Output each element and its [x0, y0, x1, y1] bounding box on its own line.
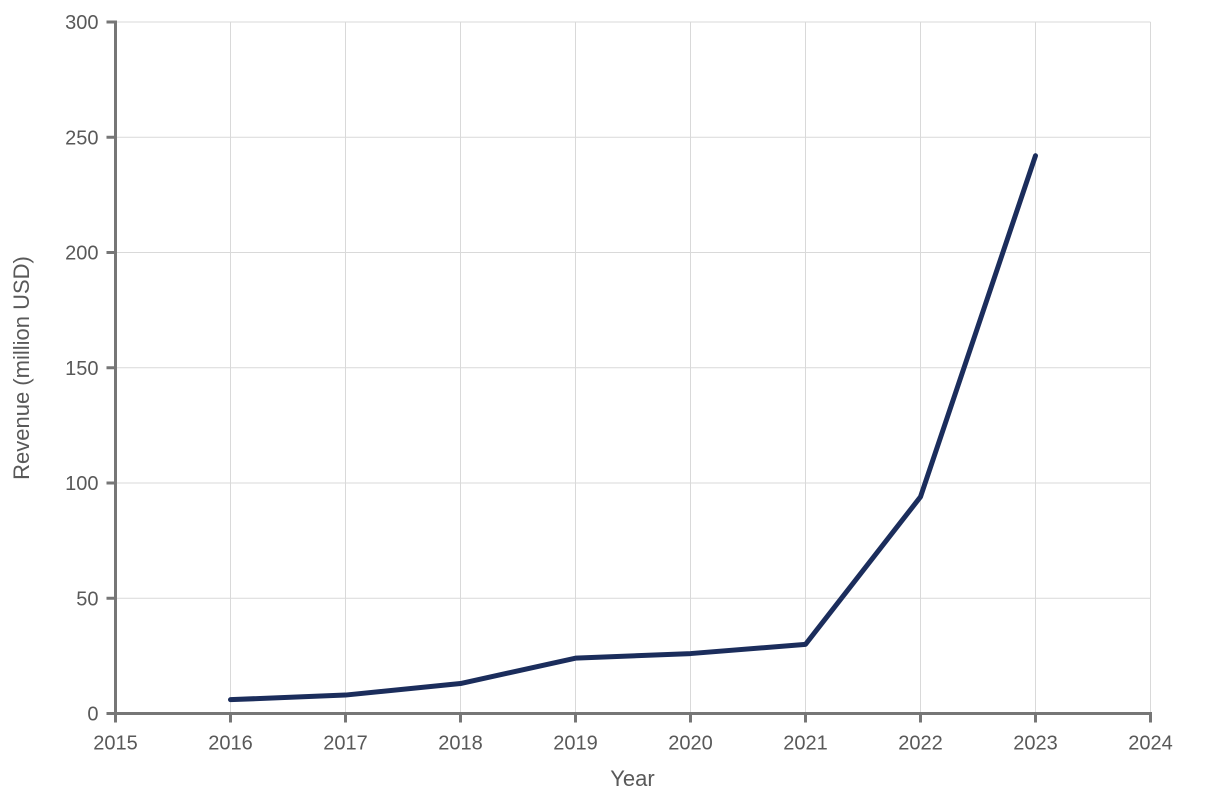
x-axis-title: Year [610, 766, 655, 791]
x-tick-label: 2015 [93, 733, 138, 755]
x-tick-label: 2018 [438, 733, 483, 755]
y-tick-label: 250 [65, 127, 98, 149]
y-tick-label: 0 [87, 704, 98, 726]
y-tick-label: 100 [65, 473, 98, 495]
data-series [228, 153, 1038, 703]
y-tick-label: 200 [65, 243, 98, 265]
x-tick-label: 2016 [208, 733, 253, 755]
axes [106, 20, 1152, 723]
x-tick-label: 2021 [783, 733, 828, 755]
x-tick-label: 2023 [1013, 733, 1058, 755]
y-axis-title: Revenue (million USD) [9, 256, 34, 480]
gridlines [115, 21, 1151, 714]
x-tick-label: 2019 [553, 733, 598, 755]
y-tick-label: 300 [65, 12, 98, 34]
revenue-series-line [228, 153, 1038, 703]
x-tick-label: 2020 [668, 733, 713, 755]
y-tick-label: 50 [76, 588, 98, 610]
x-tick-label: 2017 [323, 733, 368, 755]
tick-labels: 0 50 100 150 200 250 300 2015 2016 2017 2018 2019 20… [65, 12, 1173, 755]
x-tick-label: 2024 [1128, 733, 1173, 755]
y-tick-label: 150 [65, 358, 98, 380]
x-tick-label: 2022 [898, 733, 943, 755]
